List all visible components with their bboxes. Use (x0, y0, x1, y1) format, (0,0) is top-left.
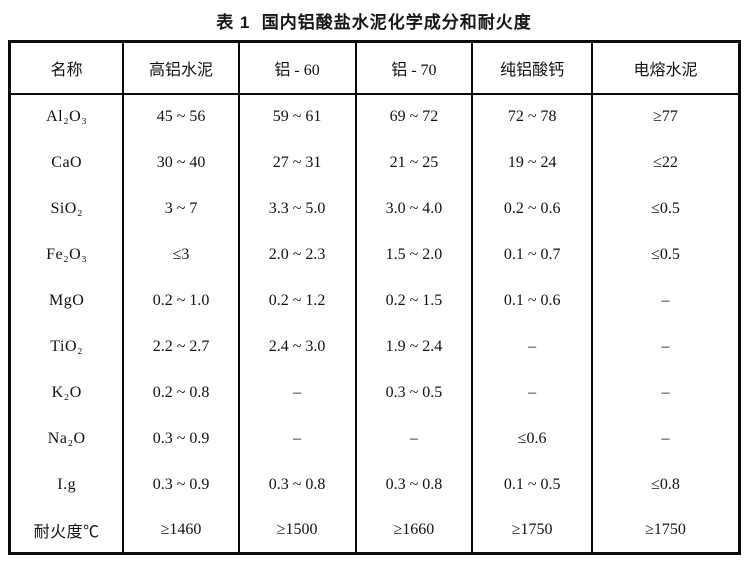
value-cell: 0.1 ~ 0.5 (471, 461, 594, 508)
row-label-sio2: SiO₂ (8, 185, 125, 232)
column-header-fused-cement: 电熔水泥 (591, 41, 741, 95)
value-cell: – (591, 323, 741, 370)
row-label-fe2o3: Fe₂O₃ (8, 231, 125, 278)
value-cell: 2.4 ~ 3.0 (237, 323, 357, 370)
table-row-al2o3: Al₂O₃ 45 ~ 56 59 ~ 61 69 ~ 72 72 ~ 78 ≥7… (8, 93, 741, 140)
value-cell: 69 ~ 72 (354, 93, 474, 140)
value-cell: – (591, 277, 741, 324)
value-cell: 3.0 ~ 4.0 (354, 185, 474, 232)
table-caption: 表 1 国内铝酸盐水泥化学成分和耐火度 (216, 13, 532, 32)
row-label-cao: CaO (8, 139, 125, 186)
value-cell: 1.5 ~ 2.0 (354, 231, 474, 278)
value-cell: ≤0.8 (591, 461, 741, 508)
value-cell: ≤0.6 (471, 415, 594, 462)
value-cell: 0.3 ~ 0.8 (237, 461, 357, 508)
value-cell: ≥1750 (471, 507, 594, 554)
value-cell: 3 ~ 7 (122, 185, 240, 232)
table-row-cao: CaO 30 ~ 40 27 ~ 31 21 ~ 25 19 ~ 24 ≤22 (8, 139, 741, 186)
value-cell: ≤0.5 (591, 185, 741, 232)
value-cell: 0.3 ~ 0.9 (122, 415, 240, 462)
column-header-high-alumina-cement: 高铝水泥 (122, 41, 240, 95)
value-cell: – (354, 415, 474, 462)
row-label-ig: I.g (8, 461, 125, 508)
value-cell: 1.9 ~ 2.4 (354, 323, 474, 370)
value-cell: ≤3 (122, 231, 240, 278)
value-cell: ≤22 (591, 139, 741, 186)
table-row-tio2: TiO₂ 2.2 ~ 2.7 2.4 ~ 3.0 1.9 ~ 2.4 – – (8, 323, 741, 370)
row-label-refractoriness: 耐火度℃ (8, 507, 125, 554)
column-header-pure-calcium-aluminate: 纯铝酸钙 (471, 41, 594, 95)
value-cell: – (237, 415, 357, 462)
value-cell: ≥1660 (354, 507, 474, 554)
table-row-fe2o3: Fe₂O₃ ≤3 2.0 ~ 2.3 1.5 ~ 2.0 0.1 ~ 0.7 ≤… (8, 231, 741, 278)
column-header-name: 名称 (8, 41, 125, 95)
value-cell: – (471, 369, 594, 416)
value-cell: 2.2 ~ 2.7 (122, 323, 240, 370)
value-cell: 27 ~ 31 (237, 139, 357, 186)
value-cell: ≥77 (591, 93, 741, 140)
value-cell: – (237, 369, 357, 416)
table-row-sio2: SiO₂ 3 ~ 7 3.3 ~ 5.0 3.0 ~ 4.0 0.2 ~ 0.6… (8, 185, 741, 232)
table-row-ig: I.g 0.3 ~ 0.9 0.3 ~ 0.8 0.3 ~ 0.8 0.1 ~ … (8, 461, 741, 508)
column-header-al-70: 铝 - 70 (354, 41, 474, 95)
value-cell: ≤0.5 (591, 231, 741, 278)
value-cell: 0.2 ~ 0.6 (471, 185, 594, 232)
value-cell: ≥1460 (122, 507, 240, 554)
value-cell: 0.1 ~ 0.6 (471, 277, 594, 324)
value-cell: ≥1750 (591, 507, 741, 554)
value-cell: 0.3 ~ 0.5 (354, 369, 474, 416)
value-cell: 0.2 ~ 1.0 (122, 277, 240, 324)
value-cell: 0.3 ~ 0.9 (122, 461, 240, 508)
value-cell: 0.2 ~ 1.5 (354, 277, 474, 324)
table-row-k2o: K₂O 0.2 ~ 0.8 – 0.3 ~ 0.5 – – (8, 369, 741, 416)
cement-composition-table: 名称 高铝水泥 铝 - 60 铝 - 70 纯铝酸钙 电熔水泥 Al₂O₃ 45… (8, 40, 741, 555)
value-cell: 0.1 ~ 0.7 (471, 231, 594, 278)
value-cell: 59 ~ 61 (237, 93, 357, 140)
row-label-na2o: Na₂O (8, 415, 125, 462)
row-label-al2o3: Al₂O₃ (8, 93, 125, 140)
value-cell: 3.3 ~ 5.0 (237, 185, 357, 232)
table-row-refractoriness: 耐火度℃ ≥1460 ≥1500 ≥1660 ≥1750 ≥1750 (8, 507, 741, 554)
value-cell: 21 ~ 25 (354, 139, 474, 186)
table-row-na2o: Na₂O 0.3 ~ 0.9 – – ≤0.6 – (8, 415, 741, 462)
row-label-tio2: TiO₂ (8, 323, 125, 370)
value-cell: – (471, 323, 594, 370)
table-row-mgo: MgO 0.2 ~ 1.0 0.2 ~ 1.2 0.2 ~ 1.5 0.1 ~ … (8, 277, 741, 324)
column-header-al-60: 铝 - 60 (237, 41, 357, 95)
value-cell: 0.2 ~ 0.8 (122, 369, 240, 416)
value-cell: 19 ~ 24 (471, 139, 594, 186)
value-cell: ≥1500 (237, 507, 357, 554)
value-cell: 45 ~ 56 (122, 93, 240, 140)
value-cell: 0.3 ~ 0.8 (354, 461, 474, 508)
value-cell: 30 ~ 40 (122, 139, 240, 186)
value-cell: – (591, 369, 741, 416)
header-row: 名称 高铝水泥 铝 - 60 铝 - 70 纯铝酸钙 电熔水泥 (8, 41, 741, 95)
value-cell: 0.2 ~ 1.2 (237, 277, 357, 324)
value-cell: 2.0 ~ 2.3 (237, 231, 357, 278)
row-label-k2o: K₂O (8, 369, 125, 416)
row-label-mgo: MgO (8, 277, 125, 324)
value-cell: 72 ~ 78 (471, 93, 594, 140)
value-cell: – (591, 415, 741, 462)
